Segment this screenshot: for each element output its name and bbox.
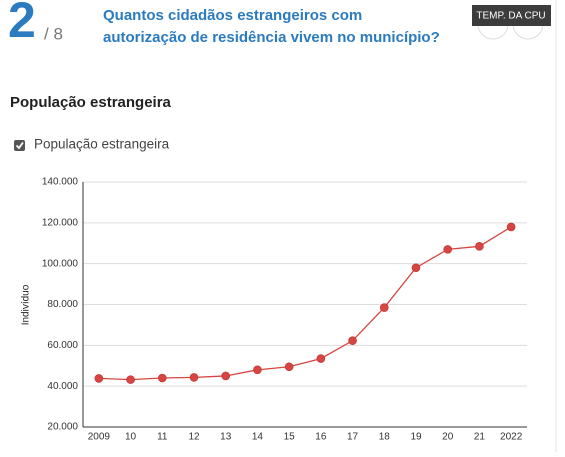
y-tick-label: 100.000: [42, 258, 79, 269]
data-point: [94, 374, 104, 383]
legend-label[interactable]: População estrangeira: [34, 137, 170, 152]
section-title: População estrangeira: [10, 94, 172, 111]
step-total: / 8: [44, 24, 63, 43]
data-point: [475, 242, 484, 251]
checkbox[interactable]: [14, 140, 25, 151]
x-tick-label: 19: [410, 432, 422, 443]
x-tick-label: 16: [315, 432, 327, 443]
data-point: [348, 336, 357, 345]
question: Quantos cidadãos estrangeiros com: [103, 7, 362, 24]
badge-text: TEMP. DA CPU: [476, 11, 545, 22]
checkmark: [15, 141, 24, 150]
x-tick-label: 21: [474, 432, 486, 443]
y-tick-label: 120.000: [42, 217, 79, 228]
y-tick-label: 140.000: [42, 177, 79, 188]
data-point: [253, 365, 262, 375]
x-tick-label: 2009: [88, 432, 111, 443]
y-tick-label: 60.000: [47, 340, 78, 351]
x-tick-label: 18: [379, 432, 391, 443]
x-tick-label: 12: [188, 432, 200, 443]
badge: [472, 5, 551, 26]
series-line: [98, 226, 512, 381]
x-tick-label: 2022: [500, 432, 523, 443]
data-point: [379, 303, 389, 312]
data-point: [189, 373, 199, 382]
y-tick-label: 20.000: [47, 422, 78, 433]
x-tick-label: 15: [284, 432, 296, 443]
y-tick-label: 40.000: [47, 381, 78, 392]
y-tick-label: 80.000: [47, 299, 78, 310]
x-tick-label: 10: [125, 432, 137, 443]
data-point: [316, 354, 326, 363]
x-tick-label: 11: [157, 432, 168, 443]
data-point: [443, 245, 453, 254]
data-point: [126, 375, 135, 384]
x-tick-label: 17: [347, 432, 359, 443]
data-point: [506, 222, 516, 232]
x-tick-label: 20: [442, 432, 454, 443]
x-tick-label: 13: [220, 432, 232, 443]
question: autorização de residência vivem no munic…: [103, 29, 440, 46]
step-number: 2: [8, 0, 36, 48]
data-point: [411, 263, 421, 273]
y-axis-label: Indivíduo: [21, 284, 32, 325]
data-point: [284, 362, 294, 372]
x-tick-label: 14: [252, 432, 264, 443]
data-point: [157, 373, 167, 383]
data-point: [221, 371, 231, 381]
